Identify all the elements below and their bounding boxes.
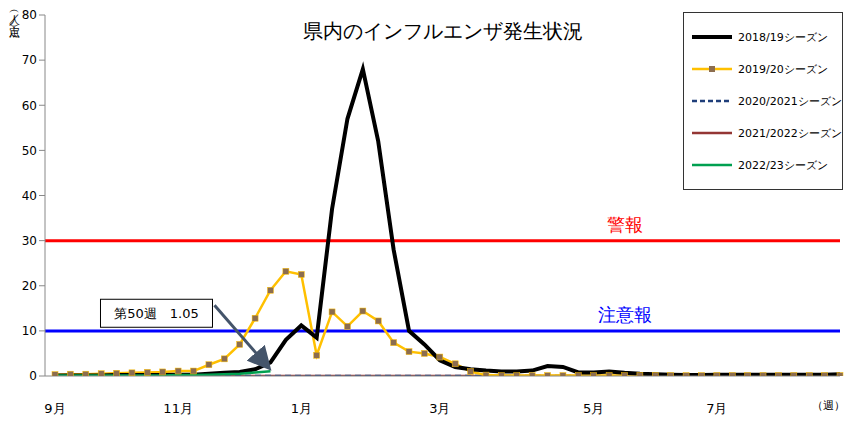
- svg-text:20: 20: [22, 279, 37, 293]
- svg-text:第50週 1.05: 第50週 1.05: [114, 306, 199, 321]
- html-text:2019/20シーズン: 2019/20シーズン: [738, 62, 828, 76]
- svg-text:30: 30: [22, 234, 37, 248]
- html-text:2022/23シーズン: 2022/23シーズン: [738, 158, 828, 172]
- html-text:2018/19シーズン: 2018/19シーズン: [738, 30, 828, 44]
- svg-text:10: 10: [22, 324, 37, 338]
- html-text:県内のインフルエンザ発生状況: 県内のインフルエンザ発生状況: [302, 19, 583, 43]
- svg-text:40: 40: [22, 189, 37, 203]
- svg-text:11月: 11月: [163, 401, 193, 416]
- svg-text:7月: 7月: [706, 401, 727, 416]
- html-text:2020/2021シーズン: 2020/2021シーズン: [738, 94, 842, 108]
- svg-text:50: 50: [22, 144, 37, 158]
- html-text:2021/2022シーズン: 2021/2022シーズン: [738, 126, 842, 140]
- svg-text:1月: 1月: [291, 401, 312, 416]
- svg-text:3月: 3月: [429, 401, 450, 416]
- svg-text:80: 80: [22, 8, 37, 22]
- svg-text:9月: 9月: [44, 401, 65, 416]
- svg-text:0: 0: [29, 369, 37, 383]
- svg-text:注意報: 注意報: [598, 304, 652, 325]
- svg-text:5月: 5月: [583, 401, 604, 416]
- svg-text:60: 60: [22, 99, 37, 113]
- svg-text:警報: 警報: [607, 214, 643, 235]
- html-text:（週）: （週）: [812, 399, 845, 412]
- svg-text:70: 70: [22, 53, 37, 67]
- html-text:（人／定点）: （人／定点）: [8, 6, 21, 17]
